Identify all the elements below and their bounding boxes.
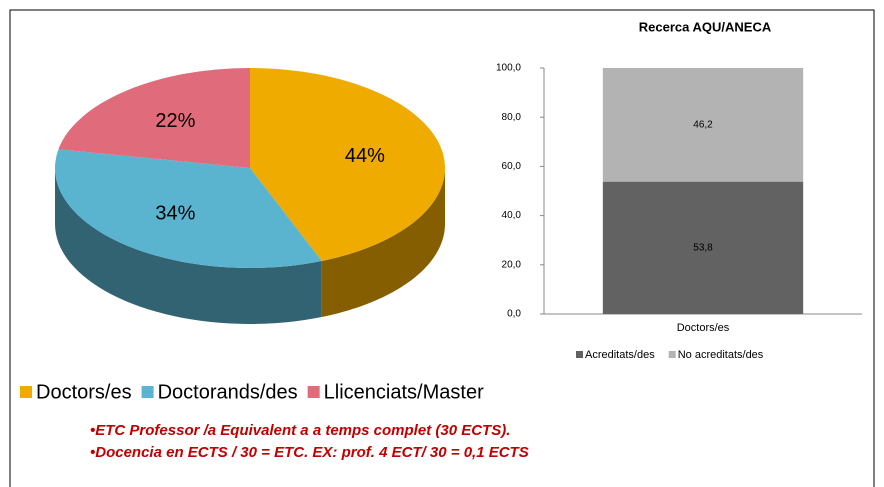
frame — [9, 9, 875, 487]
pie-slice — [58, 68, 251, 168]
note: •ETC Professor /a Equivalent a a temps c… — [90, 422, 510, 439]
x-tick-label: Doctors/es — [677, 322, 730, 334]
data-label: 46,2 — [693, 119, 713, 130]
legend-label: Llicenciats/Master — [324, 381, 484, 403]
y-tick-label: 80,0 — [502, 112, 522, 123]
legend-label: No acreditats/des — [678, 349, 764, 361]
y-tick-label: 60,0 — [502, 161, 522, 172]
legend-swatch — [576, 351, 583, 358]
legend-label: Doctorands/des — [158, 381, 298, 403]
bar-segment — [602, 181, 804, 314]
bar-segment — [602, 68, 804, 182]
y-tick-label: 20,0 — [502, 259, 522, 270]
pie-slice — [54, 149, 322, 268]
y-tick-label: 100,0 — [496, 63, 521, 74]
bar-title: Recerca AQU/ANECA — [639, 19, 772, 34]
y-tick-label: 40,0 — [502, 210, 522, 221]
note: •Docencia en ECTS / 30 = ETC. EX: prof. … — [90, 444, 529, 461]
legend-swatch — [668, 351, 676, 358]
legend-label: Acreditats/des — [585, 349, 655, 361]
y-tick-label: 0,0 — [507, 309, 521, 320]
legend-label: Doctors/es — [36, 381, 132, 403]
pie-side — [321, 168, 445, 317]
pie-side — [55, 168, 322, 324]
legend-swatch — [307, 386, 320, 398]
pie-slice — [250, 68, 446, 261]
legend-swatch — [20, 386, 32, 398]
data-label: 34% — [155, 203, 195, 225]
data-label: 53,8 — [693, 242, 713, 253]
data-label: 44% — [345, 145, 385, 167]
legend-swatch — [141, 386, 154, 398]
data-label: 22% — [155, 110, 195, 132]
